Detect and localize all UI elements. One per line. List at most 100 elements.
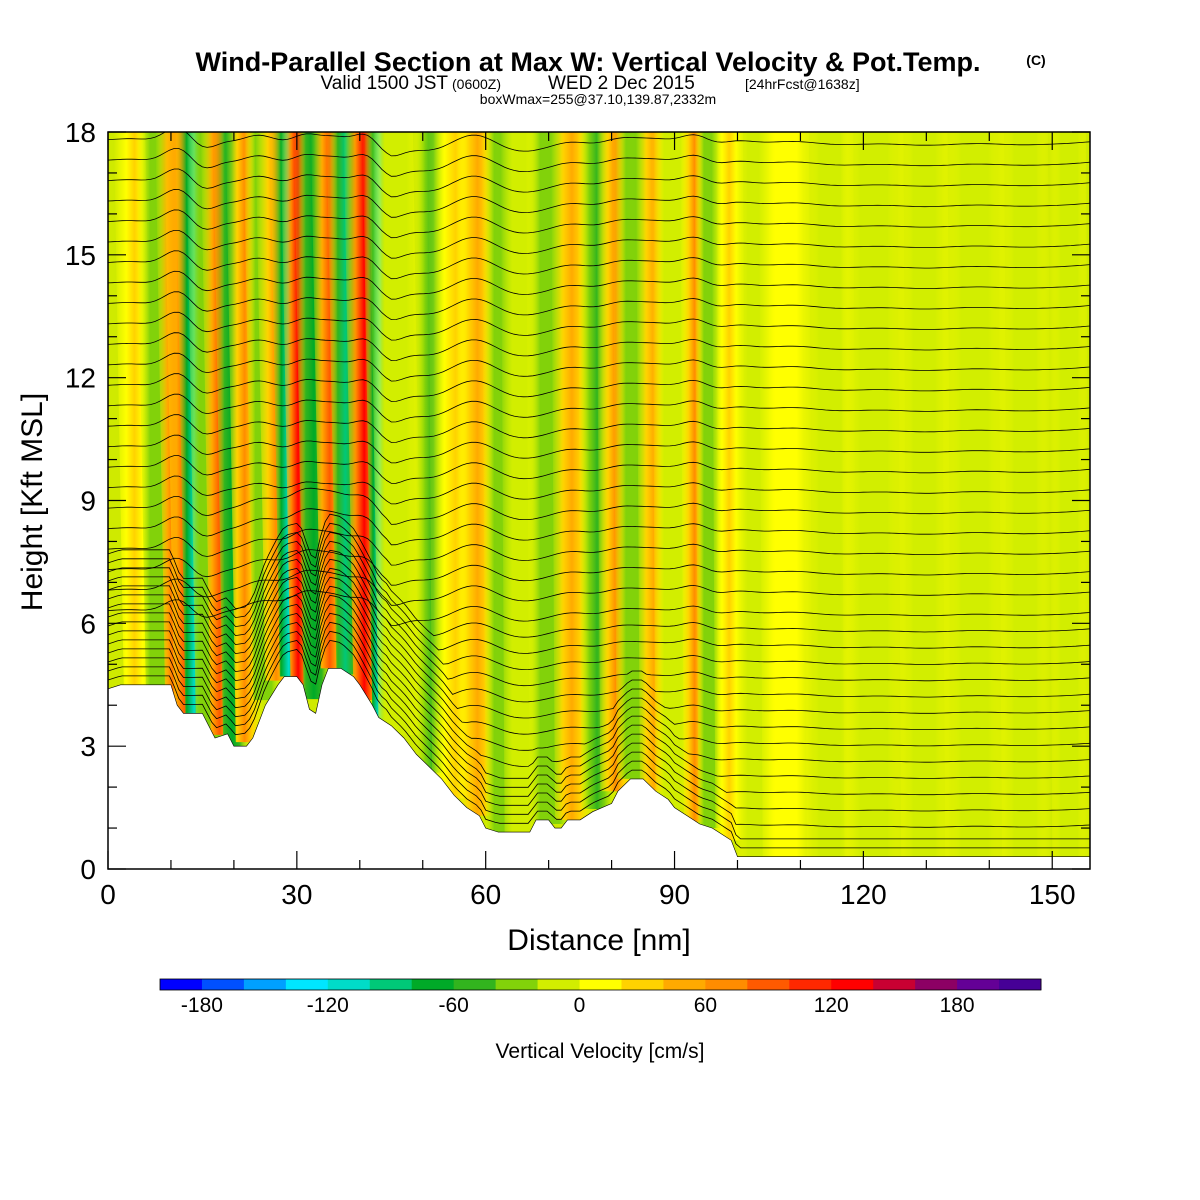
colorbar-tick-label: 120 bbox=[814, 994, 849, 1017]
vertical-velocity-band bbox=[840, 132, 908, 857]
colorbar-swatch bbox=[789, 979, 832, 990]
vertical-velocity-field bbox=[113, 132, 1090, 857]
theta-contour-line bbox=[108, 540, 1090, 687]
colorbar-tick-label: -120 bbox=[307, 994, 349, 1017]
x-tick-label: 60 bbox=[470, 879, 501, 910]
theta-contour-line bbox=[108, 558, 1090, 719]
x-tick-label: 150 bbox=[1029, 879, 1076, 910]
valid-prefix: Valid 1500 JST bbox=[321, 73, 449, 94]
valid-utc: (0600Z) bbox=[452, 76, 501, 92]
vertical-velocity-band bbox=[997, 132, 1053, 857]
terrain-mask bbox=[108, 668, 1090, 869]
colorbar: -180 -120 -60 0 60 120 180 bbox=[159, 978, 1042, 1017]
x-tick-label: 30 bbox=[281, 879, 312, 910]
theta-contour-line bbox=[108, 230, 1090, 259]
theta-contour-line bbox=[108, 585, 1090, 767]
vertical-velocity-band bbox=[897, 132, 952, 857]
forecast-label: [24hrFcst@1638z] bbox=[745, 76, 860, 92]
theta-contour-line bbox=[108, 434, 1090, 464]
valid-time-line: Valid 1500 JST (0600Z) WED 2 Dec 2015 [2… bbox=[321, 73, 860, 94]
x-axis: 0 30 60 90 120 150 bbox=[100, 132, 1076, 910]
colorbar-swatch bbox=[663, 979, 706, 990]
colorbar-swatch bbox=[495, 979, 539, 990]
theta-contour-line bbox=[108, 291, 1090, 321]
colorbar-swatch bbox=[747, 979, 790, 990]
colorbar-tick-label: -180 bbox=[181, 994, 223, 1017]
theta-contour-line bbox=[108, 569, 1090, 606]
theta-contour-line bbox=[108, 639, 1090, 849]
y-tick-label: 12 bbox=[65, 363, 96, 394]
y-tick-label: 9 bbox=[80, 486, 96, 517]
theta-contour-line bbox=[108, 373, 1090, 402]
boxwmax-label: boxWmax=255@37.10,139.87,2332m bbox=[480, 91, 716, 107]
y-axis-title: Height [Kft MSL] bbox=[16, 393, 49, 611]
y-tick-label: 15 bbox=[65, 240, 96, 271]
colorbar-swatch bbox=[201, 979, 245, 990]
theta-contour-line bbox=[108, 487, 1090, 525]
x-tick-label: 0 bbox=[100, 879, 116, 910]
vertical-velocity-band bbox=[368, 132, 423, 735]
colorbar-swatch bbox=[369, 979, 413, 990]
copyright-mark: (C) bbox=[1026, 52, 1045, 68]
theta-contour-line bbox=[108, 168, 1090, 198]
theta-contour-line bbox=[108, 531, 1090, 671]
theta-contour-line bbox=[108, 549, 1090, 586]
theta-contour-line bbox=[108, 311, 1090, 341]
valid-date: WED 2 Dec 2015 bbox=[548, 73, 695, 94]
theta-contour-line bbox=[108, 513, 1090, 638]
x-axis-title: Distance [nm] bbox=[507, 924, 690, 957]
colorbar-swatch bbox=[579, 979, 622, 990]
theta-contour-line bbox=[108, 209, 1090, 239]
theta-contour-line bbox=[108, 603, 1090, 796]
y-tick-label: 3 bbox=[80, 731, 96, 762]
theta-contour-line bbox=[108, 621, 1090, 828]
theta-contour-line bbox=[108, 576, 1090, 751]
colorbar-title: Vertical Velocity [cm/s] bbox=[496, 1040, 705, 1063]
theta-contour-line bbox=[108, 352, 1090, 382]
vertical-velocity-band bbox=[1048, 132, 1090, 857]
y-tick-label: 6 bbox=[80, 608, 96, 639]
colorbar-swatch bbox=[327, 979, 371, 990]
x-tick-label: 120 bbox=[840, 879, 887, 910]
colorbar-frame bbox=[159, 978, 1042, 991]
colorbar-swatch bbox=[243, 979, 287, 990]
colorbar-swatch bbox=[915, 979, 958, 990]
colorbar-tick-label: -60 bbox=[438, 994, 468, 1017]
colorbar-swatch bbox=[999, 979, 1042, 990]
colorbar-swatch bbox=[537, 979, 581, 990]
vertical-velocity-band bbox=[758, 132, 814, 857]
theta-contour-line bbox=[108, 148, 1090, 177]
theta-contour-line bbox=[108, 549, 1090, 703]
theta-contour-line bbox=[108, 630, 1090, 840]
theta-contour-line bbox=[108, 332, 1090, 362]
theta-contour-line bbox=[108, 528, 1090, 566]
colorbar-swatch bbox=[705, 979, 748, 990]
y-tick-label: 0 bbox=[80, 854, 96, 885]
colorbar-tick-label: 0 bbox=[574, 994, 586, 1017]
theta-contour-line bbox=[108, 567, 1090, 735]
theta-contour-line bbox=[108, 522, 1090, 654]
plot-area bbox=[108, 132, 1090, 869]
y-tick-label: 18 bbox=[65, 117, 96, 148]
colorbar-swatch bbox=[621, 979, 664, 990]
potential-temperature-contours bbox=[108, 132, 1090, 849]
colorbar-swatch bbox=[831, 979, 874, 990]
y-axis: 0 3 6 9 12 15 18 bbox=[65, 117, 1090, 885]
x-tick-label: 90 bbox=[659, 879, 690, 910]
colorbar-tick-label: 180 bbox=[940, 994, 975, 1017]
theta-contour-line bbox=[108, 455, 1090, 484]
theta-contour-line bbox=[108, 270, 1090, 300]
colorbar-swatch bbox=[957, 979, 1000, 990]
theta-contour-line bbox=[108, 475, 1090, 505]
chart-title: Wind-Parallel Section at Max W: Vertical… bbox=[196, 47, 981, 77]
theta-contour-line bbox=[108, 132, 1090, 157]
theta-contour-line bbox=[108, 250, 1090, 280]
vertical-velocity-band bbox=[941, 132, 1009, 857]
theta-contour-line bbox=[108, 508, 1090, 546]
theta-contour-line bbox=[108, 590, 1090, 626]
colorbar-swatch bbox=[873, 979, 916, 990]
theta-contour-line bbox=[108, 393, 1090, 423]
colorbar-swatch bbox=[285, 979, 329, 990]
colorbar-swatch bbox=[411, 979, 455, 990]
